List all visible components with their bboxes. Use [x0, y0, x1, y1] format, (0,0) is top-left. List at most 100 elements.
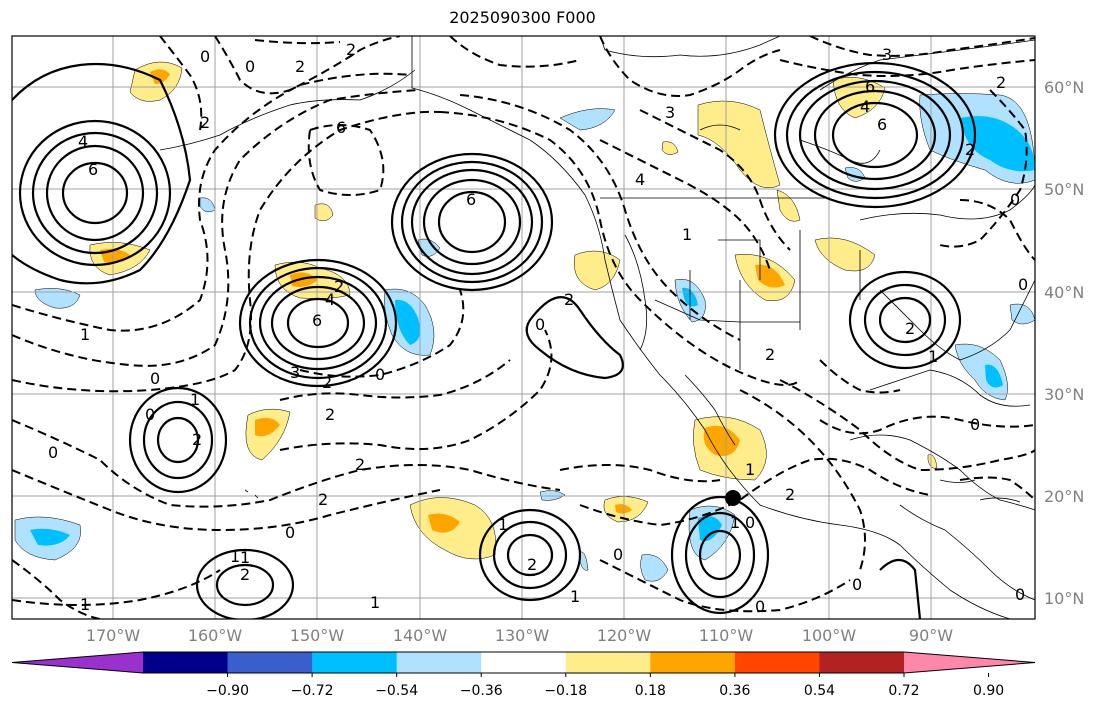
contour-label: 0	[613, 545, 623, 564]
colorbar-bin	[481, 652, 567, 673]
contour-label: 4	[635, 170, 645, 189]
contours-negative	[12, 36, 1035, 619]
contour-label: 2	[295, 57, 305, 76]
map-title: 2025090300 F000	[449, 8, 596, 27]
colorbar-tick-label: −0.54	[375, 683, 419, 699]
colorbar-tick-label: −0.72	[290, 683, 334, 699]
storm-center-marker	[725, 490, 741, 506]
contour-label: 1	[682, 225, 692, 244]
contour-label: 0	[245, 57, 255, 76]
lon-label: 160°W	[187, 626, 243, 645]
colorbar-tick-label: −0.18	[544, 683, 588, 699]
contour-label: 2	[996, 73, 1006, 92]
contour-label: 0	[200, 47, 210, 66]
lon-label: 110°W	[698, 626, 754, 645]
colorbar-tick-label: 0.18	[634, 683, 666, 699]
contour-label: 0	[852, 575, 862, 594]
lon-label: 130°W	[494, 626, 550, 645]
contour-label: 0	[48, 443, 58, 462]
contour-label: 1	[928, 347, 938, 366]
contour-label: 1	[730, 513, 740, 532]
contour-label: 2	[785, 485, 795, 504]
colorbar-bin	[734, 652, 820, 673]
contour-label: 2	[318, 490, 328, 509]
contour-label: 1	[570, 587, 580, 606]
contour-label: 6	[336, 118, 346, 137]
colorbar-bin	[312, 652, 398, 673]
contour-label: 2	[322, 373, 332, 392]
colorbar-tick-label: −0.36	[459, 683, 503, 699]
colorbar-bin	[650, 652, 736, 673]
contour-label: 0	[755, 597, 765, 616]
contour-label: 1	[498, 515, 508, 534]
contour-label: 0	[1010, 190, 1020, 209]
colorbar-tick-label: −0.90	[206, 683, 249, 699]
lon-label: 120°W	[596, 626, 652, 645]
contour-label: 2	[240, 565, 250, 584]
contour-label: 6	[865, 77, 875, 96]
contour-label: 1	[240, 548, 250, 567]
colorbar-extension-low	[12, 652, 143, 673]
lat-label: 30°N	[1044, 385, 1085, 404]
contour-label: 2	[905, 319, 915, 338]
contour-label: 4	[860, 97, 870, 116]
lat-label: 60°N	[1044, 78, 1085, 97]
contour-label: 0	[1015, 585, 1025, 604]
contour-label: 2	[355, 455, 365, 474]
contour-label: 2	[564, 290, 574, 309]
contour-label: 0	[970, 415, 980, 434]
contour-label: 3	[665, 103, 675, 122]
contour-label: 0	[145, 405, 155, 424]
contour-label: 0	[535, 315, 545, 334]
colorbar-outline	[11, 651, 1036, 674]
lon-label: 170°W	[85, 626, 141, 645]
contour-label: 2	[346, 40, 356, 59]
colorbar-bin	[227, 652, 313, 673]
colorbar-tick-label: 0.36	[719, 683, 751, 699]
contour-label: 2	[527, 555, 537, 574]
contour-label: 1	[80, 595, 90, 614]
contour-label: 4	[78, 132, 88, 151]
graticule	[12, 36, 1035, 619]
lat-label: 20°N	[1044, 487, 1085, 506]
colorbar-bin	[819, 652, 905, 673]
lon-label: 90°W	[908, 626, 954, 645]
colorbar-bin	[143, 652, 229, 673]
contour-label: 1	[745, 460, 755, 479]
colorbar	[11, 651, 1036, 677]
lat-label: 50°N	[1044, 180, 1085, 199]
contour-label: 1	[370, 593, 380, 612]
contour-label: 4	[325, 290, 335, 309]
contour-label: 1	[230, 547, 240, 566]
contour-label: 2	[334, 277, 344, 296]
contour-label: 3	[882, 45, 892, 64]
contour-label: 6	[466, 190, 476, 209]
contour-label: 0	[745, 513, 755, 532]
lat-label: 40°N	[1044, 283, 1085, 302]
lat-label: 10°N	[1044, 589, 1085, 608]
contour-labels: 4 6 6 4 2 6 3 2 6 4 6 2 1 2 1 2 1 1 2 1 …	[48, 40, 1028, 616]
contour-label: 2	[965, 140, 975, 159]
contour-label: 1	[190, 390, 200, 409]
colorbar-bin	[396, 652, 482, 673]
lon-label: 100°W	[801, 626, 857, 645]
lon-label: 140°W	[392, 626, 448, 645]
colorbar-tick-label: 0.72	[888, 683, 920, 699]
colorbar-tick-label: 0.54	[803, 683, 836, 699]
contours-positive	[12, 61, 977, 619]
contour-label: 6	[877, 115, 887, 134]
contour-label: 1	[80, 325, 90, 344]
lon-label: 150°W	[289, 626, 345, 645]
contour-label: 2	[765, 345, 775, 364]
colorbar-tick-label: 0.90	[972, 683, 1005, 699]
colorbar-bin	[565, 652, 651, 673]
contour-label: 6	[88, 160, 98, 179]
contour-label: 2	[192, 430, 202, 449]
contour-label: 0	[150, 369, 160, 388]
contour-label: 6	[312, 311, 322, 330]
coastlines	[159, 36, 1035, 619]
colorbar-extension-high	[904, 652, 1035, 673]
map-frame	[11, 35, 1036, 620]
contour-label: 0	[1018, 275, 1028, 294]
